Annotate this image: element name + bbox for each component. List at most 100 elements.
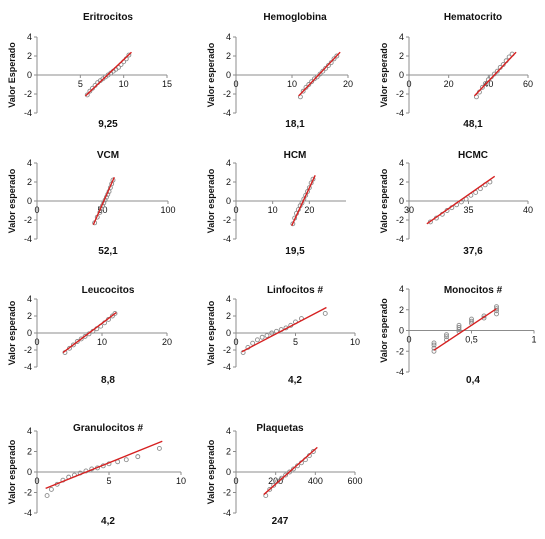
- data-point: [135, 454, 141, 460]
- data-point: [431, 342, 437, 348]
- x-tick-label: 5: [106, 476, 111, 486]
- data-point: [44, 493, 50, 499]
- fit-line: [473, 51, 517, 97]
- y-tick-label: 0: [27, 328, 32, 338]
- data-point: [297, 203, 303, 209]
- y-tick-label: 0: [226, 467, 231, 477]
- chart-title: HCMC: [458, 150, 488, 161]
- fit-line: [45, 440, 163, 490]
- data-point: [476, 89, 482, 95]
- x-tick-label: 0: [233, 337, 238, 347]
- data-point: [482, 182, 488, 188]
- y-axis-label: Valor esperado: [379, 298, 389, 363]
- chart-title: Hematocrito: [443, 12, 503, 23]
- fit-line: [263, 446, 318, 496]
- y-tick-label: -4: [24, 362, 32, 372]
- x-tick-label: 20: [162, 337, 172, 347]
- y-tick-label: -2: [223, 89, 231, 99]
- y-tick-label: 4: [27, 32, 32, 42]
- data-point: [469, 316, 474, 322]
- x-tick-label: 0: [233, 79, 238, 89]
- data-point: [497, 64, 503, 70]
- x-tick-label: 100: [160, 205, 175, 215]
- data-point: [77, 470, 83, 476]
- x-tick-label: 20: [304, 205, 314, 215]
- chart-title: Hemoglobina: [263, 12, 327, 23]
- data-point: [311, 76, 317, 82]
- data-point: [317, 71, 323, 77]
- data-point: [297, 94, 303, 100]
- y-tick-label: 0: [399, 70, 404, 80]
- y-tick-label: -2: [396, 89, 404, 99]
- y-tick-label: 2: [27, 447, 32, 457]
- data-point: [271, 482, 277, 488]
- data-point: [500, 62, 506, 68]
- x-tick-label: 20: [343, 79, 353, 89]
- chart-value-label: 19,5: [285, 246, 305, 257]
- y-tick-label: 4: [27, 426, 32, 436]
- chart-value-label: 18,1: [285, 119, 305, 130]
- x-tick-label: 20: [444, 79, 454, 89]
- x-tick-label: 40: [483, 79, 493, 89]
- data-point: [102, 197, 108, 203]
- x-tick-label: 0: [233, 205, 238, 215]
- fit-line: [92, 176, 115, 226]
- data-point: [320, 68, 326, 74]
- x-tick-label: 0,5: [465, 335, 478, 345]
- x-tick-label: 10: [176, 476, 186, 486]
- chart-title: HCM: [283, 150, 307, 161]
- data-point: [300, 88, 306, 94]
- data-point: [121, 59, 127, 65]
- x-tick-label: 0: [34, 337, 39, 347]
- data-point: [290, 221, 296, 227]
- x-tick-label: 600: [347, 476, 362, 486]
- data-point: [259, 334, 265, 340]
- data-point: [444, 208, 450, 213]
- data-point: [456, 327, 462, 332]
- chart-title: Granulocitos #: [72, 423, 143, 434]
- chart-value-label: 48,1: [463, 119, 483, 130]
- y-tick-label: -2: [223, 215, 231, 225]
- data-point: [54, 481, 60, 487]
- chart-value-label: 4,2: [288, 375, 302, 386]
- data-point: [306, 453, 312, 459]
- data-point: [78, 336, 84, 342]
- data-point: [267, 486, 273, 492]
- data-point: [444, 337, 449, 343]
- data-point: [245, 345, 251, 350]
- fit-line: [241, 306, 327, 353]
- data-point: [328, 60, 334, 66]
- data-point: [105, 72, 111, 78]
- chart-value-label: 247: [271, 516, 289, 527]
- data-point: [431, 340, 437, 346]
- data-point: [331, 56, 337, 62]
- y-tick-label: -4: [396, 234, 404, 244]
- data-point: [102, 320, 108, 326]
- x-tick-label: 0: [406, 335, 411, 345]
- data-point: [479, 84, 485, 90]
- y-axis-label: Valor esperado: [7, 168, 17, 233]
- y-tick-label: -4: [24, 234, 32, 244]
- x-tick-label: 50: [97, 205, 107, 215]
- x-tick-label: 40: [523, 205, 533, 215]
- data-point: [106, 461, 112, 467]
- data-point: [274, 328, 279, 334]
- data-point: [303, 192, 309, 198]
- data-point: [309, 79, 315, 85]
- data-point: [295, 207, 301, 213]
- data-point: [97, 78, 103, 84]
- data-point: [303, 84, 309, 90]
- data-point: [506, 54, 512, 60]
- data-point: [458, 199, 464, 205]
- chart-title: Linfocitos #: [266, 285, 324, 296]
- data-point: [494, 306, 499, 312]
- data-point: [95, 80, 101, 86]
- data-point: [481, 313, 487, 319]
- data-point: [101, 200, 107, 206]
- data-point: [95, 465, 100, 471]
- data-point: [90, 85, 95, 91]
- data-point: [279, 475, 285, 481]
